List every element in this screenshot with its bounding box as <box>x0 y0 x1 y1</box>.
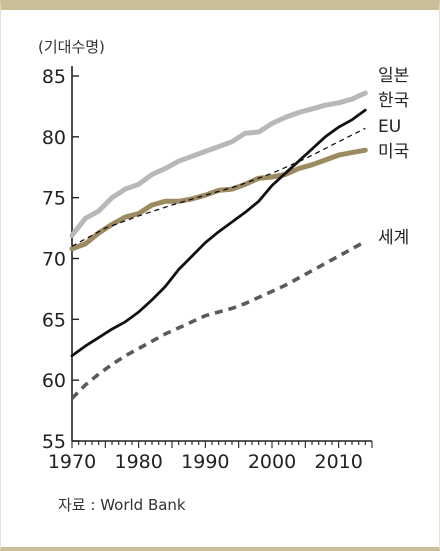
series-line <box>69 147 368 252</box>
series-line <box>71 127 366 247</box>
y-tick-label: 80 <box>42 127 66 149</box>
y-tick-label: 85 <box>42 66 66 88</box>
source-note: 자료 : World Bank <box>58 496 186 514</box>
axes: 55 60 65 70 75 80 85 1970 1980 1990 2000 2010 <box>42 66 373 473</box>
x-tick-label: 2010 <box>314 451 362 473</box>
y-tick-label: 75 <box>42 188 66 210</box>
series-label: 미국 <box>378 142 409 162</box>
series-label: 한국 <box>378 91 409 111</box>
series-line <box>69 90 368 238</box>
series-line <box>70 239 367 400</box>
x-tick-label: 1980 <box>114 451 162 473</box>
x-tick-label: 1990 <box>181 451 229 473</box>
series-label: EU <box>378 117 401 137</box>
y-tick-label: 55 <box>42 431 66 453</box>
x-tick-label: 2000 <box>248 451 296 473</box>
y-tick-label: 70 <box>42 249 66 271</box>
x-tick-label: 1970 <box>48 451 96 473</box>
y-axis-label: (기대수명) <box>38 38 105 56</box>
series-label: 세계 <box>378 228 409 248</box>
y-tick-label: 65 <box>42 309 66 331</box>
series-label: 일본 <box>378 66 409 86</box>
series-line <box>70 108 367 358</box>
y-tick-label: 60 <box>42 370 66 392</box>
series-lines <box>69 90 368 400</box>
